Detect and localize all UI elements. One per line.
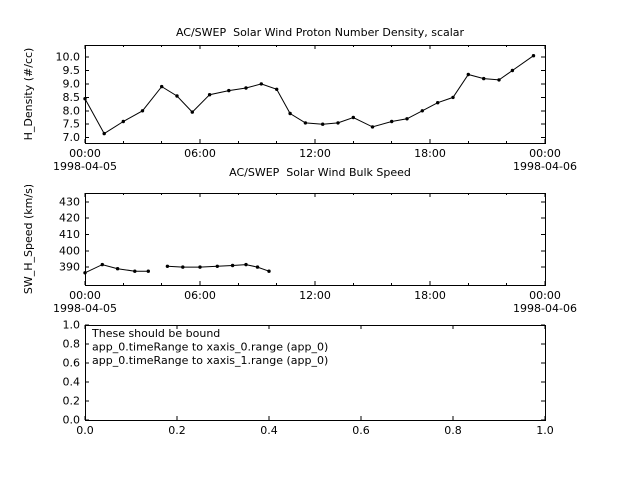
svg-text:10.0: 10.0	[56, 51, 81, 64]
svg-text:1998-04-06: 1998-04-06	[513, 302, 577, 315]
svg-text:0.4: 0.4	[260, 424, 278, 437]
svg-text:0.6: 0.6	[63, 357, 81, 370]
svg-text:1.0: 1.0	[63, 319, 81, 332]
svg-text:7.0: 7.0	[63, 131, 81, 144]
svg-text:H_Density (#/cc): H_Density (#/cc)	[22, 48, 35, 141]
svg-text:430: 430	[59, 195, 80, 208]
svg-text:0.2: 0.2	[63, 395, 81, 408]
svg-text:0.8: 0.8	[63, 338, 81, 351]
density-chart[interactable]: 7.07.58.08.59.09.510.000:001998-04-0506:…	[0, 40, 640, 176]
svg-text:400: 400	[59, 244, 80, 257]
svg-text:00:00: 00:00	[529, 147, 561, 160]
svg-text:0.2: 0.2	[168, 424, 186, 437]
svg-text:8.0: 8.0	[63, 104, 81, 117]
svg-text:SW_H_Speed (km/s): SW_H_Speed (km/s)	[22, 185, 35, 294]
svg-text:1.0: 1.0	[536, 424, 554, 437]
speed-plot-title: AC/SWEP Solar Wind Bulk Speed	[229, 166, 411, 179]
density-plot-title: AC/SWEP Solar Wind Proton Number Density…	[175, 26, 465, 39]
svg-text:00:00: 00:00	[69, 147, 101, 160]
svg-text:06:00: 06:00	[184, 289, 216, 302]
svg-text:9.5: 9.5	[63, 64, 81, 77]
svg-text:These should be bound: These should be bound	[91, 327, 220, 340]
svg-text:0.4: 0.4	[63, 376, 81, 389]
svg-text:0.8: 0.8	[444, 424, 462, 437]
svg-text:0.6: 0.6	[352, 424, 370, 437]
svg-text:1998-04-06: 1998-04-06	[513, 160, 577, 173]
svg-text:1998-04-05: 1998-04-05	[53, 160, 117, 173]
svg-text:420: 420	[59, 212, 80, 225]
svg-text:00:00: 00:00	[69, 289, 101, 302]
svg-text:7.5: 7.5	[63, 118, 81, 131]
svg-text:390: 390	[59, 261, 80, 274]
svg-text:9.0: 9.0	[63, 77, 81, 90]
svg-text:12:00: 12:00	[299, 147, 331, 160]
svg-text:0.0: 0.0	[63, 414, 81, 427]
svg-text:8.5: 8.5	[63, 91, 81, 104]
empty-bound-chart[interactable]: 1.0 0.8 0.6 0.4 0.2 0.00.0 0.2 0.4 0.6 0.8 1.0 Thes…	[0, 318, 640, 453]
svg-text:06:00: 06:00	[184, 147, 216, 160]
svg-text:18:00: 18:00	[414, 147, 446, 160]
svg-text:0.0: 0.0	[76, 424, 94, 437]
svg-text:410: 410	[59, 228, 80, 241]
svg-text:18:00: 18:00	[414, 289, 446, 302]
svg-text:00:00: 00:00	[529, 289, 561, 302]
svg-text:app_0.timeRange to xaxis_1.ran: app_0.timeRange to xaxis_1.range (app_0)	[92, 354, 328, 367]
svg-text:app_0.timeRange to xaxis_0.ran: app_0.timeRange to xaxis_0.range (app_0)	[92, 341, 328, 354]
svg-text:1998-04-05: 1998-04-05	[53, 302, 117, 315]
svg-text:12:00: 12:00	[299, 289, 331, 302]
